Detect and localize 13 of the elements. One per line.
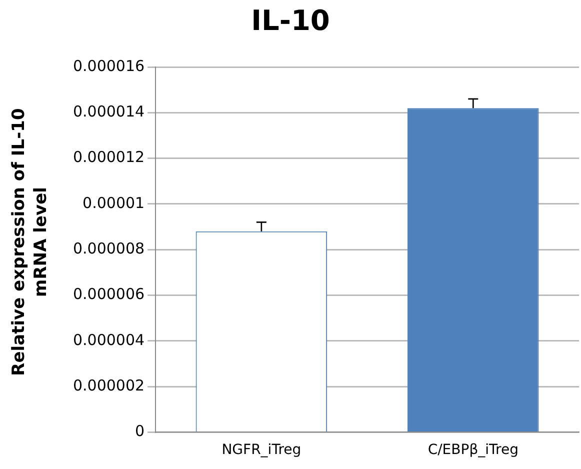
- chart-title: IL-10: [250, 4, 331, 37]
- x-tick-label: C/EBPβ_iTreg: [428, 442, 518, 458]
- y-tick-label: 0.000008: [72, 239, 145, 258]
- x-tick-label: NGFR_iTreg: [222, 442, 302, 458]
- y-tick-label: 0.000014: [72, 102, 145, 121]
- y-tick-label: 0.000006: [72, 285, 145, 304]
- y-tick-label: 0: [135, 422, 145, 440]
- y-tick-label: 0.000016: [72, 56, 145, 75]
- y-axis-title: Relative expression of IL-10 mRNA level: [8, 107, 52, 378]
- y-tick-label: 0.00001: [82, 194, 145, 212]
- y-tick-label: 0.000002: [72, 376, 145, 394]
- y-tick-label: 0.000012: [72, 148, 145, 166]
- y-tick-label: 0.000004: [72, 330, 145, 349]
